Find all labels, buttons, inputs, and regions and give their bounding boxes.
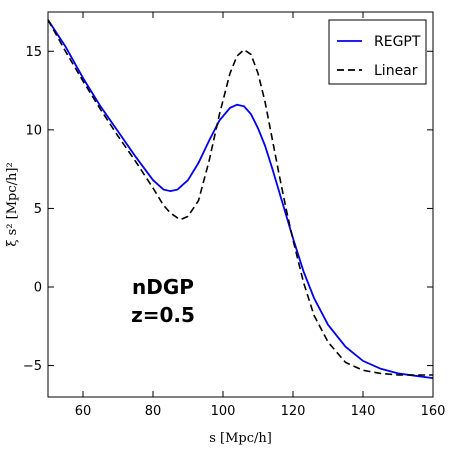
ticks-layer: 60 80 100 120 140 160 −5 0 5 10 15 [23, 12, 446, 419]
legend: REGPT Linear [328, 19, 427, 85]
y-axis-label: ξ s² [Mpc/h]² [5, 162, 20, 246]
series-line-linear [47, 19, 433, 376]
annotation: nDGP z=0.5 [131, 275, 195, 327]
annotation-redshift-label: z=0.5 [131, 303, 195, 327]
x-tick-label: 140 [351, 404, 376, 419]
x-axis-label: s [Mpc/h] [209, 431, 272, 446]
y-tick-label: 5 [34, 202, 42, 217]
legend-label-regpt: REGPT [374, 34, 421, 50]
x-tick-label: 160 [421, 404, 446, 419]
plot-frame [47, 11, 434, 398]
x-tick-label: 100 [211, 404, 236, 419]
x-tick-label: 80 [145, 404, 162, 419]
annotation-model-label: nDGP [132, 275, 194, 299]
y-tick-label: 15 [25, 45, 42, 60]
y-tick-label: −5 [23, 359, 42, 374]
x-tick-label: 120 [281, 404, 306, 419]
legend-label-linear: Linear [374, 63, 418, 79]
series-line-regpt [47, 19, 434, 379]
y-tick-label: 10 [25, 123, 42, 138]
legend-box [328, 19, 427, 85]
series-layer [47, 19, 434, 379]
x-tick-label: 60 [75, 404, 92, 419]
y-tick-label: 0 [34, 281, 42, 296]
